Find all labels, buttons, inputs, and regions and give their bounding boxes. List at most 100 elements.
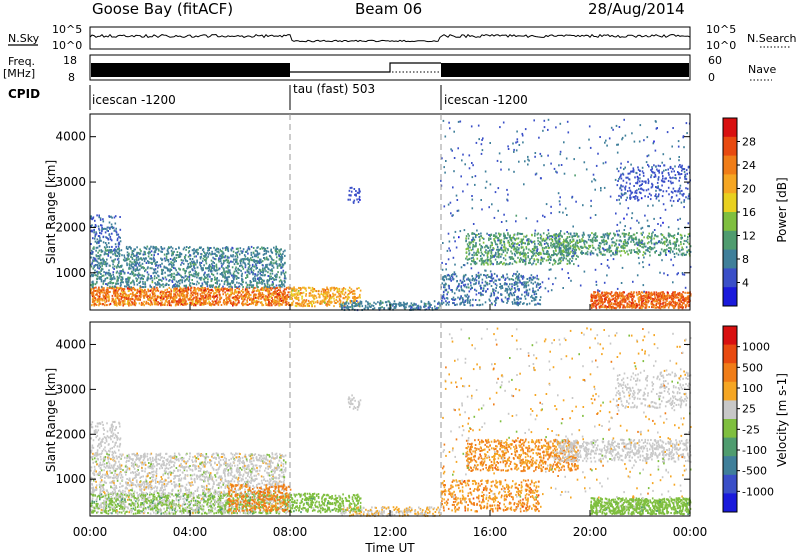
- range-cell: [126, 257, 128, 260]
- range-cell: [339, 299, 341, 302]
- range-cell: [600, 242, 602, 245]
- range-cell: [520, 238, 523, 241]
- range-cell: [176, 284, 178, 287]
- range-cell: [535, 284, 538, 287]
- range-cell: [128, 301, 130, 304]
- range-cell: [269, 269, 272, 272]
- range-cell: [278, 302, 280, 305]
- range-cell: [616, 246, 618, 249]
- range-cell: [188, 288, 190, 291]
- range-cell: [159, 264, 161, 266]
- range-cell: [263, 274, 266, 277]
- range-cell: [113, 301, 115, 304]
- range-cell: [475, 254, 478, 256]
- range-cell: [99, 258, 102, 261]
- range-cell: [479, 238, 481, 241]
- range-cell: [168, 294, 170, 297]
- range-cell: [108, 295, 110, 298]
- range-cell: [551, 246, 553, 249]
- noise-tick-top-right: 10^5: [706, 23, 736, 36]
- range-cell: [103, 304, 106, 307]
- range-cell: [141, 290, 144, 293]
- range-cell: [348, 290, 351, 293]
- range-cell: [99, 218, 102, 221]
- range-cell: [281, 296, 283, 299]
- range-cell: [178, 289, 181, 292]
- range-cell: [355, 304, 357, 307]
- range-cell: [95, 231, 97, 234]
- range-cell: [140, 250, 142, 253]
- range-cell: [135, 295, 137, 298]
- range-cell: [132, 271, 134, 274]
- range-cell: [256, 284, 258, 287]
- range-cell: [278, 298, 281, 300]
- range-cell: [224, 259, 226, 262]
- range-cell: [186, 267, 188, 270]
- range-cell: [244, 263, 246, 266]
- range-cell: [183, 290, 186, 293]
- range-cell: [462, 278, 465, 281]
- range-cell: [274, 301, 276, 304]
- range-cell: [110, 226, 113, 229]
- range-cell: [107, 226, 109, 229]
- range-cell: [127, 287, 130, 290]
- range-cell: [507, 233, 509, 236]
- range-cell: [201, 286, 204, 289]
- range-cell: [235, 291, 237, 294]
- range-cell: [267, 292, 270, 294]
- range-cell: [147, 273, 150, 276]
- range-cell: [195, 255, 197, 258]
- range-cell: [192, 289, 195, 292]
- range-cell: [490, 250, 493, 253]
- range-cell: [171, 281, 174, 283]
- range-cell: [165, 278, 168, 281]
- range-cell: [140, 303, 143, 306]
- range-cell: [270, 261, 273, 264]
- freq-block-2: [441, 63, 689, 77]
- range-cell: [173, 293, 175, 296]
- range-cell: [117, 289, 119, 292]
- range-cell: [193, 302, 196, 305]
- range-cell: [98, 229, 101, 232]
- range-cell: [316, 300, 319, 302]
- range-cell: [135, 302, 137, 305]
- range-cell: [110, 250, 112, 253]
- range-cell: [486, 252, 489, 255]
- range-cell: [120, 271, 122, 274]
- range-cell: [285, 288, 287, 291]
- range-cell: [187, 292, 189, 295]
- range-cell: [280, 260, 282, 263]
- range-cell: [500, 294, 502, 296]
- range-cell: [245, 291, 248, 294]
- range-cell: [200, 289, 202, 292]
- range-cell: [142, 280, 144, 283]
- range-cell: [184, 287, 186, 290]
- range-cell: [512, 258, 515, 260]
- range-cell: [665, 237, 667, 240]
- range-cell: [320, 300, 322, 303]
- range-cell: [152, 289, 154, 292]
- range-cell: [355, 303, 357, 306]
- range-cell: [386, 304, 388, 307]
- range-cell: [112, 299, 115, 302]
- range-cell: [128, 254, 130, 257]
- range-cell: [278, 301, 280, 303]
- range-cell: [222, 293, 224, 296]
- range-cell: [146, 260, 149, 263]
- range-cell: [538, 302, 540, 305]
- range-cell: [532, 291, 535, 293]
- range-cell: [419, 305, 422, 308]
- range-cell: [252, 289, 254, 292]
- range-cell: [228, 276, 230, 278]
- range-cell: [207, 267, 209, 270]
- range-cell: [529, 249, 532, 252]
- range-cell: [111, 287, 113, 290]
- range-cell: [333, 305, 335, 308]
- range-cell: [559, 242, 562, 245]
- range-cell: [323, 298, 326, 301]
- range-cell: [163, 247, 166, 250]
- range-cell: [537, 252, 539, 255]
- range-cell: [310, 302, 313, 305]
- range-cell: [183, 284, 186, 287]
- range-cell: [105, 263, 108, 265]
